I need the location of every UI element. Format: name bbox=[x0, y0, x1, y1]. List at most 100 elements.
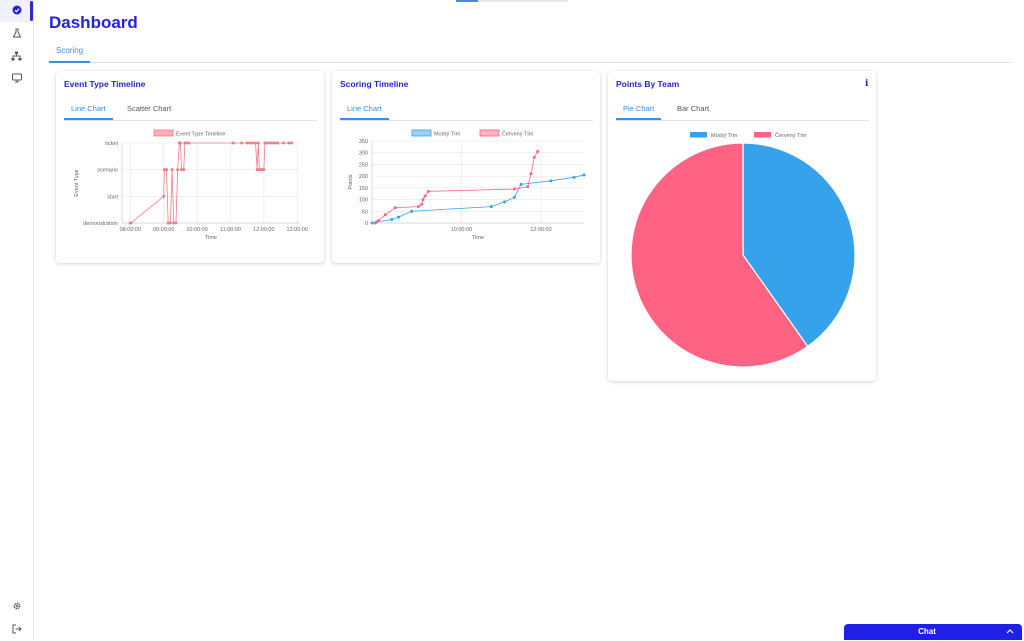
flask-icon bbox=[12, 25, 22, 43]
data-point bbox=[290, 141, 294, 145]
y-tick-label: 50 bbox=[362, 209, 368, 215]
data-point bbox=[262, 168, 266, 172]
data-point bbox=[248, 141, 252, 145]
data-point bbox=[526, 185, 530, 189]
tab-line-chart[interactable]: Line Chart bbox=[64, 99, 113, 120]
data-point bbox=[423, 194, 427, 198]
tab-pie-chart[interactable]: Pie Chart bbox=[616, 99, 662, 120]
y-tick-label: 100 bbox=[359, 198, 368, 204]
settings-button[interactable] bbox=[0, 596, 33, 618]
legend-label: Modrý Tím bbox=[711, 133, 738, 139]
data-point bbox=[582, 173, 586, 177]
x-tick-label: 11:00:00 bbox=[220, 227, 241, 233]
series-line bbox=[130, 142, 292, 224]
data-point bbox=[254, 141, 257, 145]
data-point bbox=[245, 141, 249, 145]
data-point bbox=[529, 172, 533, 176]
x-axis-title: Time bbox=[205, 235, 217, 241]
data-point bbox=[170, 168, 174, 172]
y-tick-label: demonstration bbox=[83, 221, 118, 227]
legend-swatch bbox=[690, 132, 707, 138]
data-point bbox=[421, 198, 425, 202]
tab-scoring[interactable]: Scoring bbox=[49, 42, 91, 63]
sidebar-item-monitor[interactable] bbox=[0, 68, 33, 90]
card-tabs: Line Chart bbox=[340, 99, 593, 121]
data-point bbox=[276, 141, 280, 145]
sidebar bbox=[0, 0, 34, 640]
tab-bar-chart[interactable]: Bar Chart bbox=[677, 104, 710, 113]
y-tick-label: 150 bbox=[359, 186, 368, 192]
sidebar-item-dashboard[interactable] bbox=[0, 0, 33, 22]
data-point bbox=[420, 202, 424, 206]
info-icon[interactable]: i bbox=[865, 79, 869, 89]
data-point bbox=[536, 150, 540, 154]
data-point bbox=[572, 175, 576, 179]
x-tick-label: 10:00:00 bbox=[451, 227, 472, 233]
data-point bbox=[390, 217, 394, 221]
data-point bbox=[373, 221, 377, 225]
data-point bbox=[182, 168, 186, 172]
data-point bbox=[162, 194, 166, 198]
logout-button[interactable] bbox=[0, 619, 33, 641]
logout-icon bbox=[12, 621, 22, 639]
chat-label: Chat bbox=[918, 627, 936, 636]
x-tick-label: 08:00:00 bbox=[120, 227, 141, 233]
y-tick-label: start bbox=[107, 194, 118, 200]
y-tick-label: 350 bbox=[359, 139, 368, 145]
data-point bbox=[231, 141, 235, 145]
legend-label: Modrý Tím bbox=[434, 131, 461, 137]
data-point bbox=[256, 141, 260, 145]
data-point bbox=[166, 221, 170, 225]
y-tick-label: scenario bbox=[97, 168, 118, 174]
legend-swatch bbox=[153, 129, 174, 137]
data-point bbox=[377, 219, 381, 223]
data-point bbox=[489, 205, 493, 209]
sidebar-item-lab[interactable] bbox=[0, 23, 33, 45]
top-indicator-track bbox=[478, 0, 568, 2]
data-point bbox=[270, 141, 274, 145]
chevron-up-icon[interactable] bbox=[1006, 627, 1014, 636]
x-tick-label: 13:00:00 bbox=[287, 227, 308, 233]
data-point bbox=[512, 187, 516, 191]
network-icon bbox=[11, 48, 22, 66]
data-point bbox=[273, 141, 277, 145]
data-point bbox=[176, 168, 180, 172]
data-point bbox=[519, 182, 523, 186]
x-tick-label: 12:00:00 bbox=[530, 227, 551, 233]
data-point bbox=[287, 141, 291, 145]
data-point bbox=[184, 141, 188, 145]
legend-swatch bbox=[754, 132, 771, 138]
card-title: Scoring Timeline bbox=[340, 79, 409, 89]
tab-scatter-chart[interactable]: Scatter Chart bbox=[127, 104, 172, 113]
gear-icon bbox=[12, 598, 22, 616]
top-indicator-active bbox=[456, 0, 478, 2]
data-point bbox=[426, 189, 430, 193]
legend-swatch bbox=[479, 129, 500, 137]
scoring-card: Scoring Timeline Line Chart 0 50 100 150 200… bbox=[332, 71, 600, 263]
data-point bbox=[162, 168, 166, 172]
sidebar-item-network[interactable] bbox=[0, 46, 33, 68]
data-point bbox=[503, 200, 506, 204]
data-point bbox=[416, 205, 420, 209]
scoring-chart: 0 50 100 150 200 250 300 350 10:00:00 12:00:00 Tim… bbox=[348, 129, 586, 241]
y-axis-title: Points bbox=[348, 174, 354, 190]
y-tick-label: 250 bbox=[359, 162, 368, 168]
card-tabs: Line Chart Scatter Chart bbox=[64, 99, 317, 121]
card-tabs: Pie Chart Bar Chart bbox=[616, 99, 869, 121]
data-point bbox=[240, 141, 244, 145]
data-point bbox=[168, 221, 172, 225]
data-point bbox=[383, 213, 387, 217]
x-axis-title: Time bbox=[472, 235, 484, 241]
event-type-chart: demonstration start scenario ticket 08:00:00… bbox=[74, 129, 308, 241]
tab-line-chart[interactable]: Line Chart bbox=[340, 99, 389, 120]
x-tick-label: 12:00:00 bbox=[253, 227, 274, 233]
data-point bbox=[178, 141, 182, 145]
chat-bar[interactable]: Chat bbox=[844, 624, 1022, 640]
data-point bbox=[410, 209, 414, 213]
legend-label: Červený Tím bbox=[775, 132, 807, 139]
data-point bbox=[267, 141, 271, 145]
data-point bbox=[370, 221, 374, 225]
x-tick-label: 09:00:00 bbox=[153, 227, 174, 233]
legend-label: Červený Tím bbox=[502, 130, 534, 137]
page-title: Dashboard bbox=[49, 13, 138, 32]
